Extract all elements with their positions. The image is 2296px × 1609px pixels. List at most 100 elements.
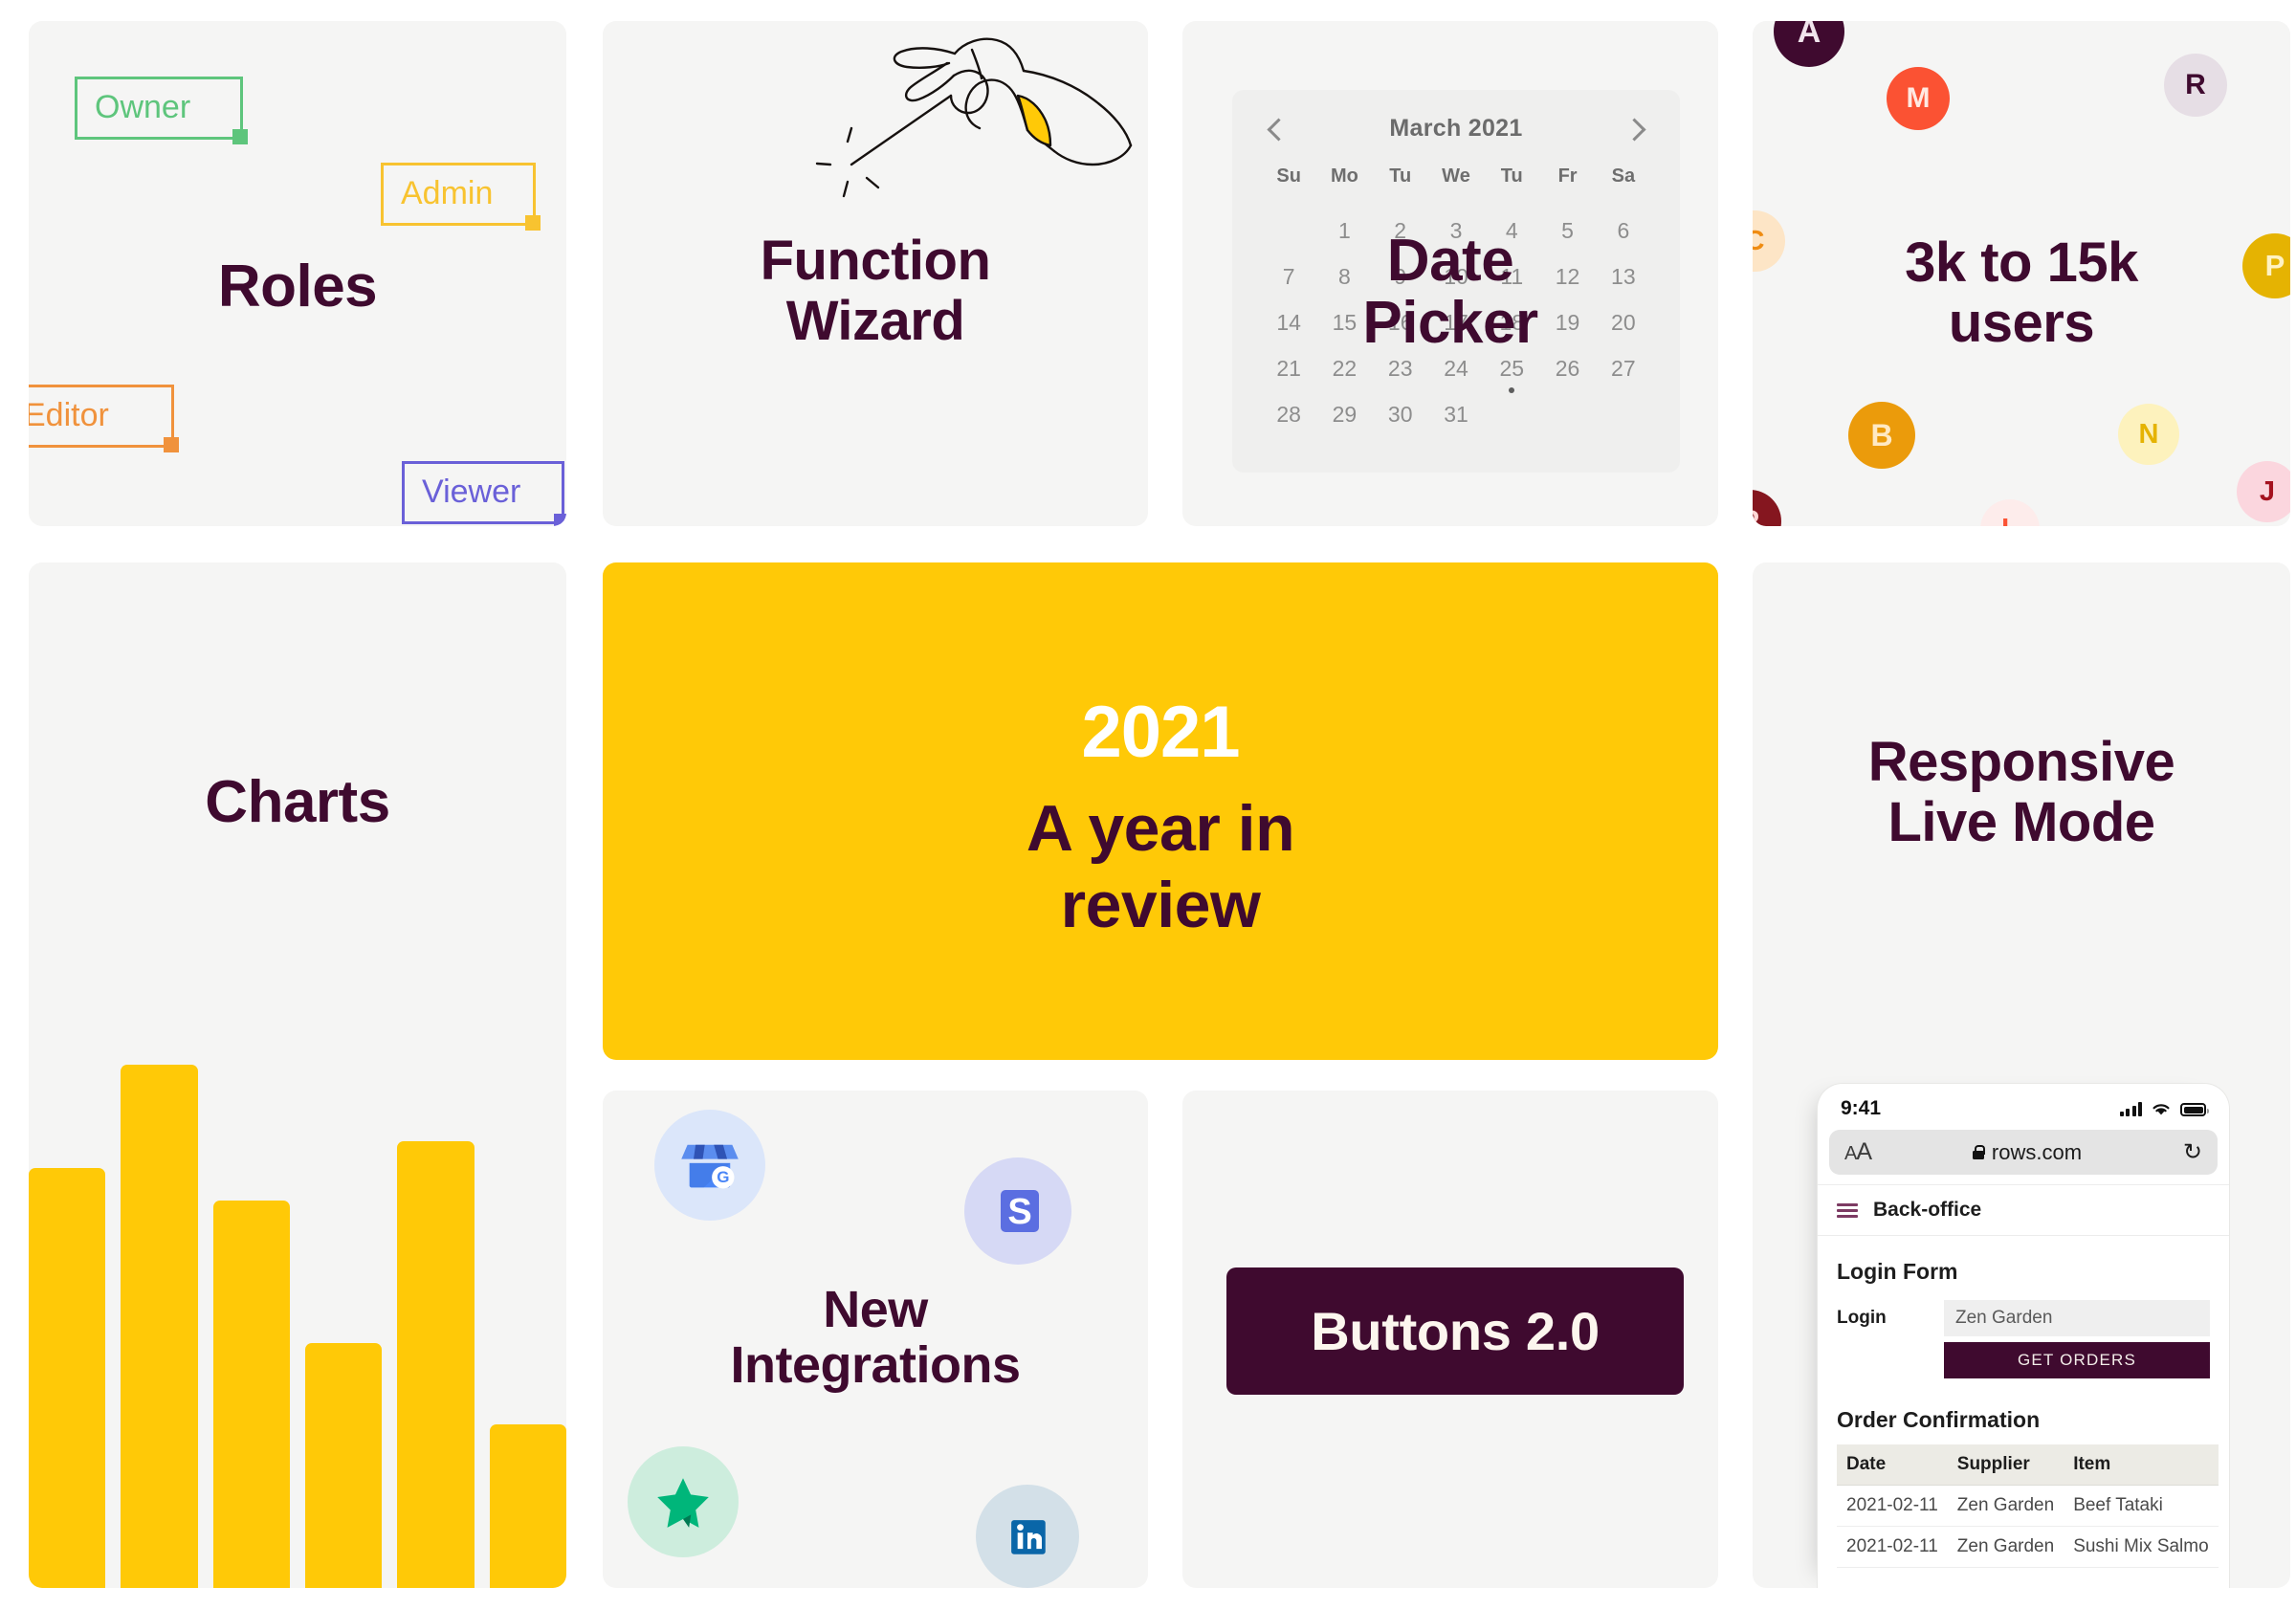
calendar-day-20[interactable]: 20: [1611, 310, 1636, 335]
title-line-2: Wizard: [785, 289, 965, 352]
calendar-month-label: March 2021: [1389, 115, 1523, 142]
role-chip-admin[interactable]: Admin: [381, 163, 541, 231]
calendar-day-16[interactable]: 16: [1387, 310, 1413, 335]
card-title-date-picker: Date Picker: [1182, 230, 1718, 354]
table-row: 2021-02-11 Zen Garden Sushi Mix Salmo: [1837, 1526, 2219, 1568]
card-roles: Owner Admin Editor Viewer Roles: [29, 21, 566, 526]
calendar-day-4[interactable]: 4: [1505, 218, 1518, 243]
card-title-function-wizard: Function Wizard: [603, 231, 1148, 351]
role-chip-label: Viewer: [422, 474, 521, 510]
avatar-n[interactable]: N: [2118, 404, 2179, 465]
magic-wand-hand-illustration: [815, 37, 1133, 198]
table-header-date: Date: [1837, 1444, 1948, 1486]
avatar-a[interactable]: A: [1774, 21, 1844, 67]
bar-6: [489, 1424, 566, 1588]
avatar-l[interactable]: L: [1980, 499, 2040, 526]
role-chip-editor[interactable]: Editor: [29, 385, 179, 452]
app-body: Login Form Login Zen Garden GET ORDERS O…: [1818, 1235, 2229, 1568]
browser-address-bar[interactable]: AA rows.com ↻: [1829, 1130, 2218, 1175]
card-date-picker: March 2021 Su Mo Tu We Tu Fr Sa 1 2 3 4 5 6 7 8 9 10 11 12…: [1182, 21, 1718, 526]
chevron-right-icon[interactable]: [1624, 119, 1645, 140]
bar-1: [29, 1168, 106, 1588]
card-title-live-mode: Responsive Live Mode: [1753, 732, 2290, 852]
calendar-weekday-we: We: [1442, 165, 1470, 187]
calendar-day-21[interactable]: 21: [1276, 356, 1301, 381]
chevron-left-icon[interactable]: [1267, 119, 1288, 140]
table-cell: 2021-02-11: [1837, 1526, 1948, 1568]
shopify-icon[interactable]: S: [964, 1157, 1071, 1265]
get-orders-button[interactable]: GET ORDERS: [1944, 1342, 2210, 1378]
calendar-day-2[interactable]: 2: [1394, 218, 1407, 243]
title-line-1: New: [823, 1281, 928, 1338]
table-cell: Zen Garden: [1947, 1485, 2064, 1527]
calendar-day-5[interactable]: 5: [1561, 218, 1574, 243]
phone-status-bar: 9:41: [1818, 1084, 2229, 1126]
resize-handle-icon[interactable]: [164, 437, 179, 452]
calendar-day-13[interactable]: 13: [1611, 264, 1636, 289]
text-size-icon[interactable]: AA: [1844, 1138, 1872, 1165]
calendar-grid[interactable]: Su Mo Tu We Tu Fr Sa 1 2 3 4 5 6 7 8 9 10 11 12 13 14 15 16 17 1…: [1261, 165, 1651, 432]
calendar-day-11[interactable]: 11: [1500, 264, 1524, 289]
calendar-day-14[interactable]: 14: [1276, 310, 1301, 335]
calendar-day-18[interactable]: 18: [1499, 310, 1525, 335]
calendar-weekday-mo: Mo: [1330, 165, 1358, 187]
calendar-day-6[interactable]: 6: [1617, 218, 1630, 243]
calendar-day-10[interactable]: 10: [1444, 264, 1468, 289]
calendar-day-25[interactable]: 25: [1484, 351, 1539, 393]
calendar-day-30[interactable]: 30: [1387, 402, 1413, 427]
battery-icon: [2180, 1103, 2209, 1116]
avatar-m[interactable]: M: [1887, 67, 1950, 130]
calendar-day-1[interactable]: 1: [1338, 218, 1351, 243]
resize-handle-icon[interactable]: [554, 514, 566, 526]
calendar-day-23[interactable]: 23: [1387, 356, 1413, 381]
card-new-integrations: G S New Integrations: [603, 1091, 1148, 1588]
card-users-growth: AMRCPBNPLJ 3k to 15k users: [1753, 21, 2290, 526]
linkedin-icon[interactable]: [976, 1485, 1079, 1588]
title-line-2: users: [1948, 291, 2095, 354]
orders-table: Date Supplier Item 2021-02-11 Zen Garden Bee…: [1837, 1444, 2219, 1568]
card-title-users: 3k to 15k users: [1753, 232, 2290, 354]
avatar-p[interactable]: P: [1753, 490, 1781, 526]
calendar-day-28[interactable]: 28: [1276, 402, 1301, 427]
svg-text:S: S: [1007, 1192, 1031, 1232]
calendar-day-17[interactable]: 17: [1444, 310, 1468, 335]
calendar-day-24[interactable]: 24: [1444, 356, 1468, 381]
trustpilot-icon[interactable]: [628, 1446, 739, 1557]
calendar-widget[interactable]: March 2021 Su Mo Tu We Tu Fr Sa 1 2 3 4 5 6 7 8 9 10 11 12…: [1232, 90, 1680, 473]
calendar-day-7[interactable]: 7: [1282, 264, 1295, 289]
resize-handle-icon[interactable]: [232, 129, 248, 144]
calendar-day-12[interactable]: 12: [1555, 264, 1580, 289]
calendar-day-26[interactable]: 26: [1555, 356, 1580, 381]
buttons-2-0-button[interactable]: Buttons 2.0: [1226, 1267, 1684, 1395]
hamburger-menu-icon[interactable]: [1837, 1202, 1858, 1218]
calendar-day-22[interactable]: 22: [1332, 356, 1358, 381]
cellular-signal-icon: [2119, 1102, 2142, 1116]
reload-icon[interactable]: ↻: [2182, 1139, 2202, 1165]
calendar-day-9[interactable]: 9: [1394, 264, 1407, 289]
role-chip-label: Editor: [29, 397, 109, 433]
calendar-day-3[interactable]: 3: [1449, 218, 1463, 243]
calendar-day-8[interactable]: 8: [1338, 264, 1351, 289]
calendar-day-15[interactable]: 15: [1332, 310, 1358, 335]
calendar-day-27[interactable]: 27: [1611, 356, 1636, 381]
login-input[interactable]: Zen Garden: [1944, 1300, 2210, 1336]
calendar-day-29[interactable]: 29: [1332, 402, 1358, 427]
phone-mockup: 9:41 AA rows.com ↻: [1818, 1084, 2229, 1588]
title-line-1: Function: [760, 230, 991, 292]
avatar-j[interactable]: J: [2237, 461, 2290, 522]
role-chip-viewer[interactable]: Viewer: [402, 461, 566, 526]
app-title: Back-office: [1873, 1199, 1982, 1221]
card-year-in-review-banner: 2021 A year in review: [603, 562, 1718, 1060]
resize-handle-icon[interactable]: [525, 215, 541, 231]
calendar-day-19[interactable]: 19: [1555, 310, 1580, 335]
bar-4: [304, 1342, 383, 1588]
role-chip-owner[interactable]: Owner: [75, 77, 248, 144]
card-title-roles: Roles: [217, 253, 378, 320]
login-field-row: Login Zen Garden: [1837, 1300, 2210, 1336]
avatar-r[interactable]: R: [2164, 54, 2227, 117]
google-my-business-icon[interactable]: G: [654, 1110, 765, 1221]
calendar-day-31[interactable]: 31: [1444, 402, 1468, 427]
avatar-p[interactable]: P: [2242, 233, 2290, 298]
avatar-b[interactable]: B: [1848, 402, 1915, 469]
